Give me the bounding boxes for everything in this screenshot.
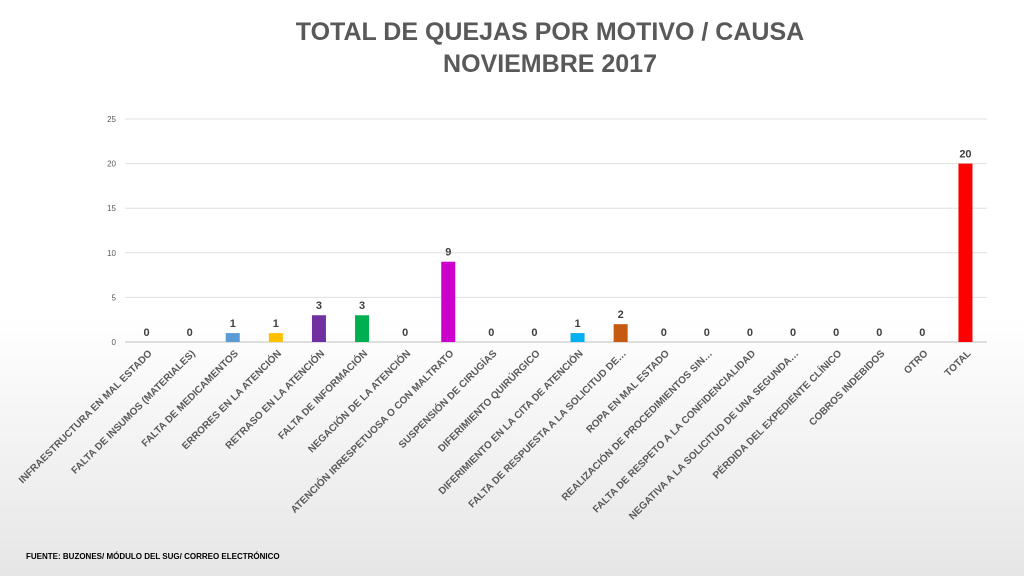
data-label: 0: [919, 327, 925, 339]
y-tick-label: 5: [112, 293, 117, 302]
bar: [570, 333, 585, 342]
data-label: 3: [359, 300, 365, 312]
y-tick-label: 0: [112, 338, 117, 347]
data-label: 0: [876, 327, 882, 339]
x-tick-label: FALTA DE RESPUESTA A LA SOLICITUD DE…: [467, 348, 629, 510]
data-label: 0: [143, 327, 149, 339]
data-label: 0: [790, 327, 796, 339]
bar: [225, 333, 240, 342]
bar: [613, 324, 628, 342]
x-tick-label: COBROS INDEBIDOS: [807, 348, 887, 428]
data-label: 1: [273, 318, 279, 330]
data-label: 0: [661, 327, 667, 339]
data-label: 0: [402, 327, 408, 339]
x-tick-label: DIFERIMIENTO EN LA CITA DE ATENCIÓN: [435, 347, 585, 497]
bar: [441, 261, 456, 342]
bar: [355, 315, 370, 342]
x-tick-label: ATENCIÓN IRRESPETUOSA O CON MALTRATO: [288, 347, 457, 516]
bar: [268, 333, 283, 342]
bar: [958, 163, 973, 342]
bar: [311, 315, 326, 342]
data-label: 20: [959, 149, 971, 161]
data-label: 0: [833, 327, 839, 339]
data-label: 3: [316, 300, 322, 312]
data-label: 9: [445, 247, 451, 259]
chart-title: TOTAL DE QUEJAS POR MOTIVO / CAUSA: [295, 18, 805, 46]
y-tick-label: 20: [107, 160, 116, 169]
data-label: 1: [574, 318, 580, 330]
chart-subtitle: NOVIEMBRE 2017: [443, 50, 657, 78]
data-label: 0: [747, 327, 753, 339]
data-label: 2: [618, 309, 624, 321]
y-tick-label: 15: [107, 204, 116, 213]
data-label: 0: [531, 327, 537, 339]
data-label: 0: [488, 327, 494, 339]
x-tick-label: REALIZACIÓN DE PROCEDIMIENTOS SIN…: [559, 347, 715, 503]
x-tick-label: TOTAL: [943, 348, 974, 379]
data-label: 0: [187, 327, 193, 339]
x-tick-label: OTRO: [902, 348, 930, 376]
y-tick-label: 10: [107, 249, 116, 258]
x-tick-label: FALTA DE INFORMACIÓN: [275, 347, 370, 442]
x-tick-label: ROPA EN MAL ESTADO: [585, 348, 672, 435]
source-note: FUENTE: BUZONES/ MÓDULO DEL SUG/ CORREO …: [26, 552, 280, 561]
x-tick-label: FALTA DE RESPETO A LA CONFIDENCIALIDAD: [591, 348, 758, 515]
data-label: 0: [704, 327, 710, 339]
data-label: 1: [230, 318, 236, 330]
y-tick-label: 25: [107, 115, 116, 124]
